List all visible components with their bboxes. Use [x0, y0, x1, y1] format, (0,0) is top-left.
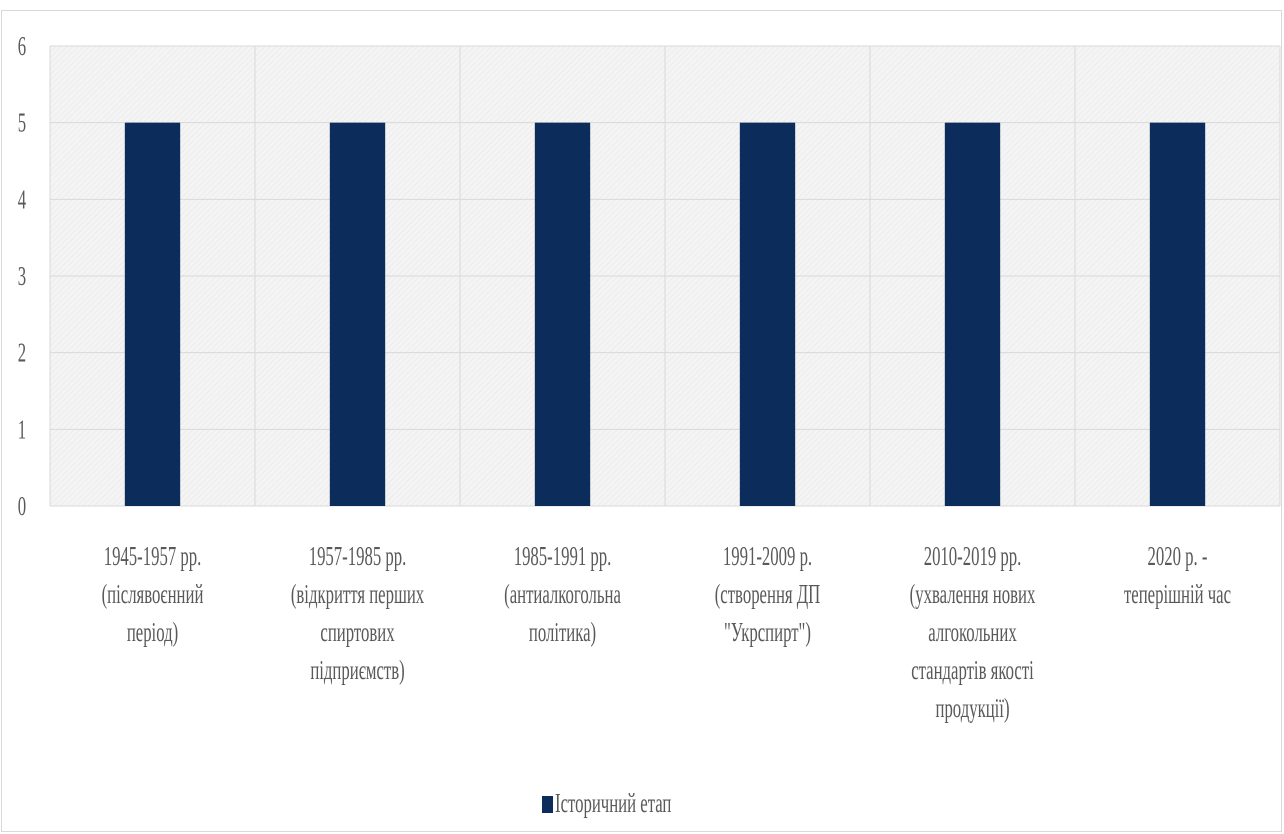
- y-tick-label: 6: [18, 31, 26, 61]
- x-category-line: алгокольних: [928, 617, 1016, 647]
- y-tick-label: 2: [18, 338, 26, 368]
- x-category-line: 2010-2019 рр.: [924, 541, 1022, 571]
- bar: [329, 122, 386, 507]
- x-category-line: 1957-1985 рр.: [309, 541, 407, 571]
- y-tick-label: 4: [18, 184, 26, 214]
- x-category-line: підприємств): [310, 655, 404, 685]
- bar: [739, 122, 796, 507]
- x-category-line: стандартів якості: [911, 655, 1034, 685]
- y-tick-label: 3: [18, 261, 26, 291]
- bar: [534, 122, 591, 507]
- x-category-line: (відкриття перших: [291, 579, 424, 609]
- x-category-line: 1991-2009 р.: [723, 541, 812, 571]
- x-category-line: (створення ДП: [715, 579, 821, 609]
- x-category-line: спиртових: [320, 617, 394, 647]
- legend-swatch: [541, 796, 553, 813]
- legend: Історичний етап: [0, 788, 1284, 819]
- x-category-line: 2020 р. -: [1148, 541, 1208, 571]
- x-category-label: 1991-2009 р. (створення ДП "Укрспирт"): [715, 541, 821, 647]
- x-category-line: (післявоєнний: [102, 579, 204, 609]
- x-category-line: 1945-1957 рр.: [104, 541, 202, 571]
- x-category-label: 1945-1957 рр. (післявоєнний період): [102, 541, 204, 647]
- x-category-label: 1957-1985 рр. (відкриття перших спиртових п…: [291, 541, 424, 685]
- y-tick-label: 5: [18, 108, 26, 138]
- x-category-line: 1985-1991 рр.: [514, 541, 612, 571]
- bar: [124, 122, 181, 507]
- bar: [944, 122, 1001, 507]
- bar: [1149, 122, 1206, 507]
- y-tick-label: 0: [18, 491, 26, 521]
- x-category-label: 2010-2019 рр. (ухвалення нових алгокольних…: [910, 541, 1036, 723]
- legend-label: Історичний етап: [554, 788, 672, 818]
- x-category-line: політика): [529, 617, 596, 647]
- x-category-label: 1985-1991 рр. (антиалкогольна політика): [504, 541, 621, 647]
- y-tick-label: 1: [18, 414, 26, 444]
- x-category-line: теперішній час: [1124, 579, 1231, 609]
- x-category-line: (ухвалення нових: [910, 579, 1036, 609]
- x-category-line: період): [127, 617, 178, 647]
- x-category-label: 2020 р. - теперішній час: [1124, 541, 1231, 609]
- x-category-line: продукції): [935, 693, 1009, 723]
- x-category-line: (антиалкогольна: [504, 579, 621, 609]
- x-category-line: "Укрспирт"): [724, 617, 811, 647]
